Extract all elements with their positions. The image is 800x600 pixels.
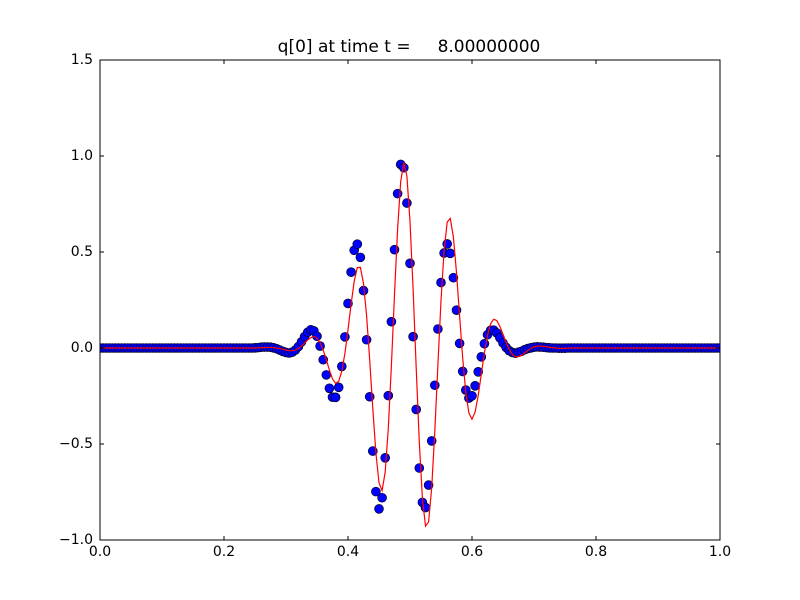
data-point [433, 324, 443, 334]
data-line [100, 162, 720, 528]
data-point [411, 404, 422, 415]
data-point [467, 391, 477, 401]
data-point [445, 248, 456, 259]
data-point [414, 463, 425, 473]
y-tick-label: 1.0 [71, 148, 93, 164]
data-point [330, 392, 341, 403]
chart-title: q[0] at time t = 8.00000000 [278, 37, 541, 57]
data-point [374, 504, 384, 514]
data-point [383, 390, 394, 401]
data-point [436, 277, 446, 288]
data-point [389, 244, 400, 255]
data-point [386, 316, 397, 327]
data-point [352, 239, 363, 249]
data-point [324, 383, 335, 394]
data-point [377, 492, 387, 503]
data-point [423, 480, 434, 490]
data-point [420, 502, 431, 513]
data-point [457, 366, 468, 377]
y-tick-label: 0.5 [71, 244, 93, 260]
data-point [454, 338, 465, 349]
data-point [479, 338, 490, 349]
data-point [470, 381, 480, 391]
data-point [312, 331, 322, 342]
axes-frame [99, 59, 721, 541]
data-point [343, 298, 353, 309]
data-point [355, 252, 366, 263]
data-point [380, 453, 391, 463]
data-point [405, 258, 415, 269]
plot-area [100, 159, 720, 528]
data-point [361, 334, 372, 345]
data-point [371, 486, 381, 497]
y-tick-label: −1.0 [59, 532, 93, 548]
x-tick-label: 0.8 [585, 544, 607, 560]
data-point [448, 272, 459, 283]
axes: −1.0 −0.5 0.0 0.5 1.0 1.5 0.0 0.2 0.4 0.6 0.8 1.0 [59, 52, 731, 560]
x-tick-label: 0.2 [213, 544, 235, 560]
x-tick-label: 0.4 [337, 544, 359, 560]
data-point [346, 267, 356, 277]
data-point [333, 382, 344, 393]
data-point [392, 188, 403, 199]
data-point [408, 331, 418, 342]
x-tick-label: 1.0 [709, 544, 731, 560]
y-tick-label: −0.5 [59, 436, 93, 452]
y-tick-label: 1.5 [71, 52, 93, 68]
y-tick-label: 0.0 [71, 340, 93, 356]
x-tick-label: 0.6 [461, 544, 483, 560]
data-point [473, 367, 484, 377]
data-point [402, 198, 412, 208]
data-point [429, 380, 440, 391]
x-tick-label: 0.0 [89, 544, 111, 560]
data-point [364, 391, 375, 402]
